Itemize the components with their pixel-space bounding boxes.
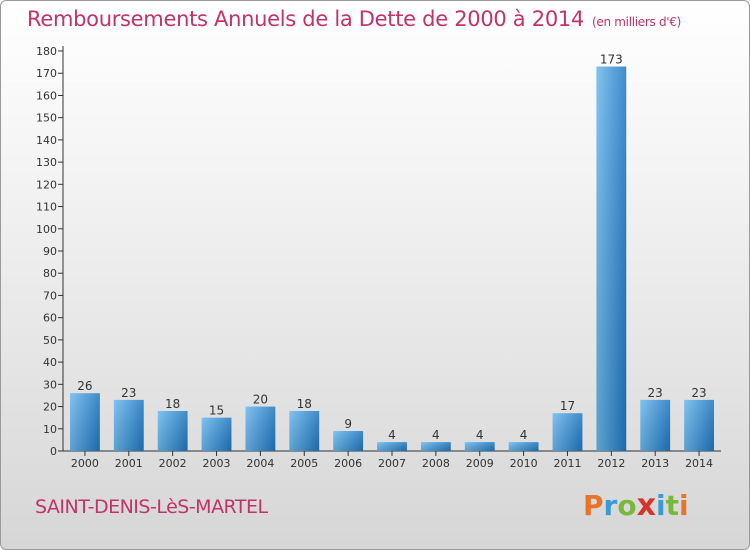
logo-letter: i	[678, 489, 689, 522]
y-tick-label: 180	[36, 45, 57, 58]
bars	[70, 66, 714, 452]
proxiti-logo: Proxiti	[583, 488, 689, 523]
data-label: 4	[388, 428, 396, 442]
x-tick-label: 2008	[422, 457, 450, 470]
bar-shade	[420, 442, 451, 451]
y-tick-label: 160	[36, 89, 57, 102]
x-tick-label: 2003	[203, 457, 231, 470]
data-label: 15	[209, 404, 224, 418]
logo-letter: r	[603, 489, 618, 522]
bar-shade	[552, 413, 583, 451]
x-tick-label: 2010	[510, 457, 538, 470]
data-label: 4	[520, 428, 528, 442]
bar-shade	[508, 442, 539, 451]
x-tick-label: 2014	[685, 457, 713, 470]
y-tick-label: 130	[36, 156, 57, 169]
y-tick-label: 70	[43, 289, 57, 302]
bar-shade	[640, 399, 671, 451]
logo-letter: P	[583, 489, 604, 522]
x-tick-label: 2013	[641, 457, 669, 470]
y-tick-label: 140	[36, 134, 57, 147]
logo-letter: o	[617, 489, 637, 522]
y-tick-label: 100	[36, 223, 57, 236]
data-label: 17	[560, 399, 575, 413]
data-label: 173	[600, 53, 623, 67]
x-tick-label: 2005	[290, 457, 318, 470]
y-tick-label: 60	[43, 312, 57, 325]
x-tick-label: 2009	[466, 457, 494, 470]
y-tick-label: 10	[43, 423, 57, 436]
commune-name: SAINT-DENIS-LèS-MARTEL	[35, 496, 268, 518]
y-tick-label: 30	[43, 378, 57, 391]
data-label: 18	[297, 397, 312, 411]
data-label: 23	[691, 386, 706, 400]
y-tick-label: 40	[43, 356, 57, 369]
data-label: 26	[77, 379, 92, 393]
y-tick-label: 80	[43, 267, 57, 280]
axes: 0 10 20 30 40 50 60 70 80 90 100 110 120 130 140 150 160…	[36, 45, 721, 470]
logo-letter: i	[655, 489, 666, 522]
x-tick-label: 2004	[246, 457, 274, 470]
y-tick-label: 0	[50, 445, 57, 458]
bar-shade	[596, 66, 627, 452]
data-labels: 26 23 18 15 20 18 9 4 4 4 4 17 173 23 23	[77, 53, 706, 443]
bar-shade	[464, 442, 495, 451]
y-tick-label: 150	[36, 112, 57, 125]
bar-shade	[70, 393, 100, 451]
chart-subtitle: (en milliers d'€)	[592, 15, 682, 29]
x-tick-label: 2002	[159, 457, 187, 470]
chart-title: Remboursements Annuels de la Dette de 20…	[27, 7, 681, 31]
bar-shade	[289, 411, 320, 451]
data-label: 4	[432, 428, 440, 442]
bar-shade	[684, 399, 714, 451]
y-tick-label: 90	[43, 245, 57, 258]
data-label: 20	[253, 393, 268, 407]
y-tick-label: 120	[36, 178, 57, 191]
y-tick-label: 170	[36, 67, 57, 80]
y-tick-label: 110	[36, 201, 57, 214]
y-tick-label: 50	[43, 334, 57, 347]
y-tick-label: 20	[43, 401, 57, 414]
bar-shade	[377, 442, 407, 451]
data-label: 23	[121, 386, 136, 400]
data-label: 9	[344, 417, 352, 431]
chart-title-text: Remboursements Annuels de la Dette de 20…	[27, 7, 584, 31]
x-tick-label: 2012	[597, 457, 625, 470]
x-tick-label: 2007	[378, 457, 406, 470]
logo-letter: x	[636, 488, 656, 523]
bar-shade	[333, 431, 364, 451]
x-tick-label: 2001	[115, 457, 143, 470]
logo-letter: t	[665, 489, 679, 522]
bar-shade	[113, 399, 144, 451]
data-label: 23	[648, 386, 663, 400]
data-label: 4	[476, 428, 484, 442]
x-tick-label: 2000	[71, 457, 99, 470]
x-tick-label: 2011	[553, 457, 581, 470]
bar-shade	[157, 411, 188, 451]
bar-shade	[201, 417, 232, 451]
bar-shade	[245, 406, 276, 451]
data-label: 18	[165, 397, 180, 411]
x-tick-label: 2006	[334, 457, 362, 470]
